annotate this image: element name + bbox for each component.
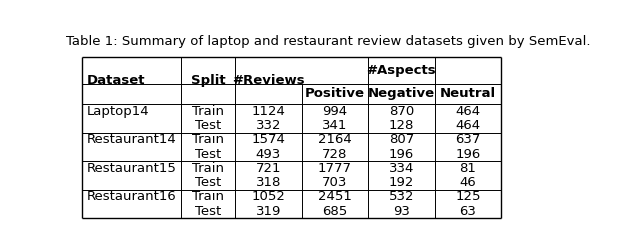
Text: 532: 532 [388,191,414,204]
Text: 341: 341 [322,119,348,132]
Text: Train: Train [192,191,224,204]
Text: Test: Test [195,119,221,132]
Text: 493: 493 [256,148,281,161]
Text: 807: 807 [388,133,414,146]
Text: Positive: Positive [305,87,365,100]
Text: Split: Split [191,74,225,87]
Text: 2164: 2164 [318,133,352,146]
Text: Test: Test [195,205,221,218]
Text: Train: Train [192,105,224,118]
Text: 464: 464 [455,119,481,132]
Text: 196: 196 [388,148,414,161]
Text: 870: 870 [388,105,414,118]
Text: Restaurant16: Restaurant16 [86,191,176,204]
Text: 464: 464 [455,105,481,118]
Text: 93: 93 [393,205,410,218]
Text: Test: Test [195,148,221,161]
Text: 334: 334 [388,162,414,175]
Text: 1574: 1574 [252,133,285,146]
Text: 721: 721 [255,162,281,175]
Text: 332: 332 [255,119,281,132]
Text: Restaurant15: Restaurant15 [86,162,177,175]
Text: #Reviews: #Reviews [232,74,305,87]
Text: 703: 703 [322,176,348,189]
Text: 685: 685 [323,205,348,218]
Text: 728: 728 [322,148,348,161]
Text: Restaurant14: Restaurant14 [86,133,176,146]
Text: Train: Train [192,162,224,175]
Text: Dataset: Dataset [86,74,145,87]
Text: #Aspects: #Aspects [367,64,436,77]
Text: 46: 46 [460,176,476,189]
Text: Laptop14: Laptop14 [86,105,149,118]
Text: Test: Test [195,176,221,189]
Text: 637: 637 [455,133,481,146]
Text: 63: 63 [460,205,476,218]
Text: Train: Train [192,133,224,146]
Text: 1777: 1777 [318,162,352,175]
Text: 125: 125 [455,191,481,204]
Text: 2451: 2451 [318,191,352,204]
Text: Neutral: Neutral [440,87,496,100]
Text: 1052: 1052 [252,191,285,204]
Text: 81: 81 [460,162,476,175]
Text: 128: 128 [388,119,414,132]
Text: 319: 319 [256,205,281,218]
Text: 192: 192 [388,176,414,189]
Text: 1124: 1124 [252,105,285,118]
Text: Negative: Negative [368,87,435,100]
Text: Table 1: Summary of laptop and restaurant review datasets given by SemEval.: Table 1: Summary of laptop and restauran… [66,35,590,48]
Text: 196: 196 [455,148,481,161]
Text: 994: 994 [323,105,348,118]
Text: 318: 318 [256,176,281,189]
